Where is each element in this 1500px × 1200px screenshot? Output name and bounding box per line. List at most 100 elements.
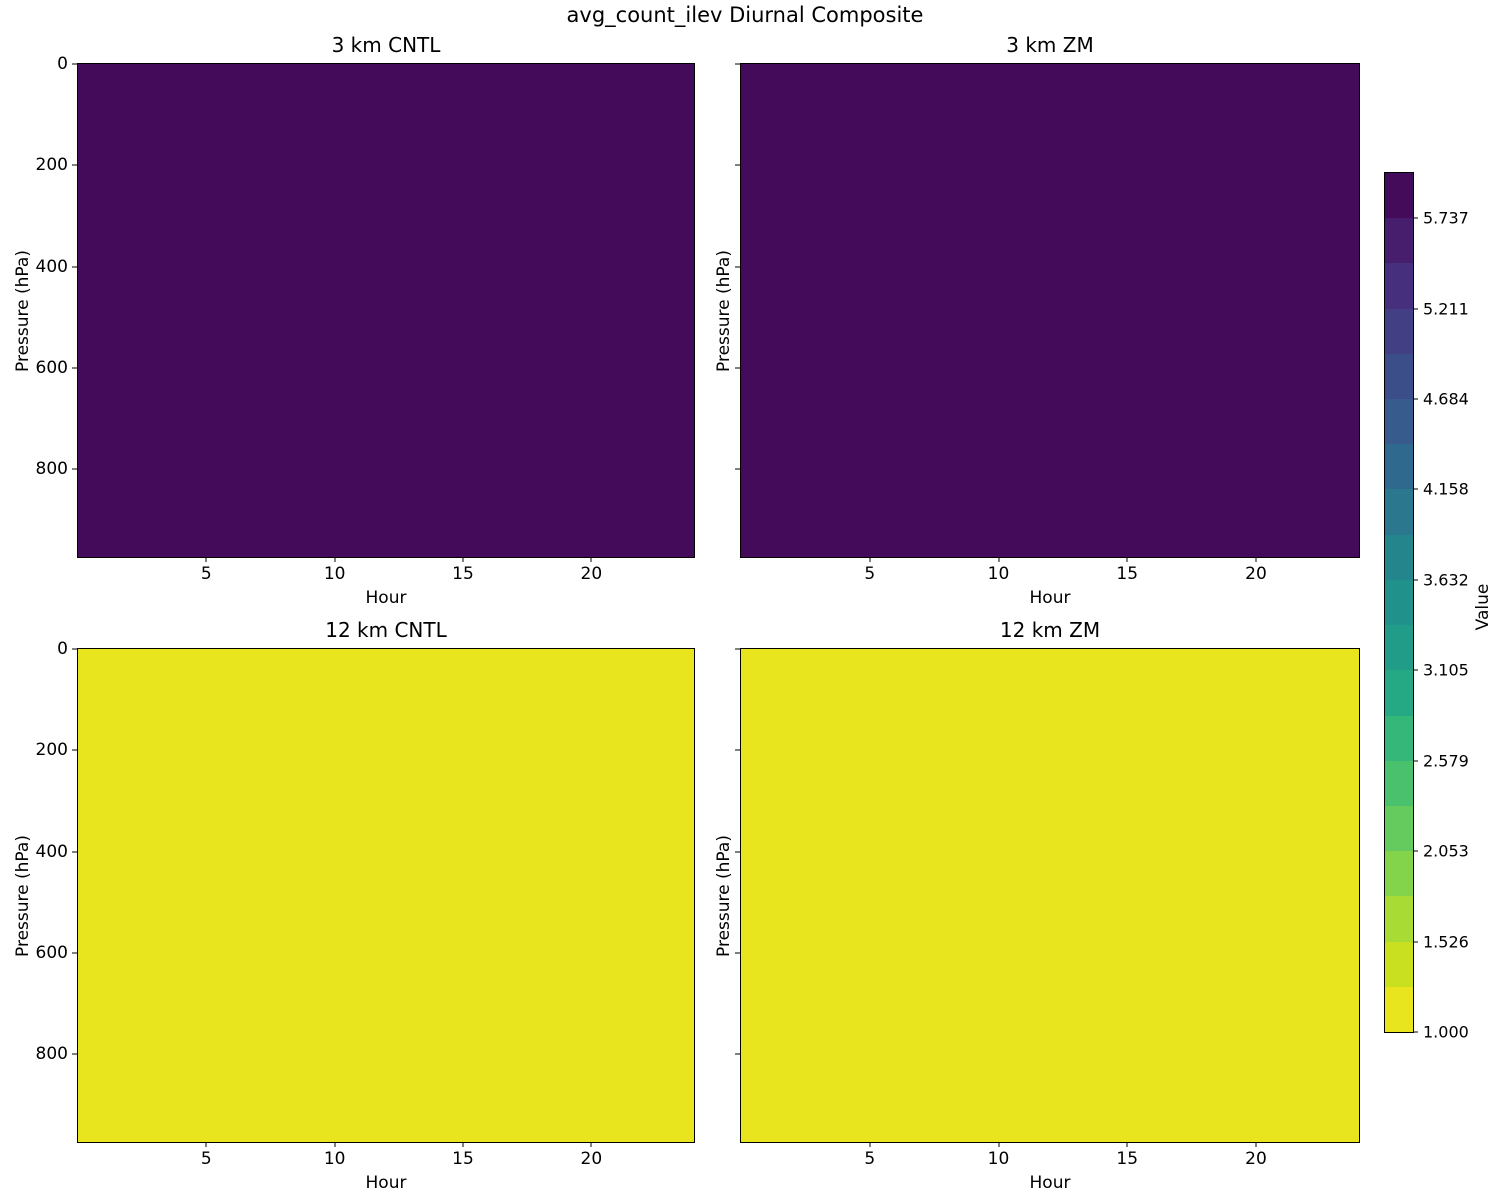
colorbar-tick-mark	[1413, 488, 1418, 490]
y-tick-mark	[72, 952, 77, 954]
y-tick-mark	[735, 164, 740, 166]
y-tick-mark	[72, 851, 77, 853]
colorbar-segment	[1385, 489, 1413, 535]
x-tick-mark	[205, 557, 207, 562]
colorbar-segment	[1385, 760, 1413, 806]
y-tick-mark	[735, 468, 740, 470]
colorbar-segment	[1385, 805, 1413, 852]
colorbar-segment	[1385, 941, 1413, 987]
y-tick-mark	[735, 266, 740, 268]
figure-title: avg_count_ilev Diurnal Composite	[566, 3, 924, 27]
x-tick-label: 10	[323, 564, 346, 584]
y-axis-label: Pressure (hPa)	[714, 249, 734, 372]
x-tick-mark	[1255, 1142, 1257, 1147]
y-tick-label: 0	[57, 639, 68, 659]
y-tick-label: 0	[57, 54, 68, 74]
colorbar-segment	[1385, 579, 1413, 626]
x-tick-mark	[1255, 557, 1257, 562]
x-tick-label: 15	[452, 1149, 474, 1169]
x-tick-mark	[998, 1142, 999, 1147]
y-axis-label: Pressure (hPa)	[13, 249, 33, 372]
y-axis-label: Pressure (hPa)	[13, 834, 33, 957]
colorbar-segment	[1385, 218, 1413, 264]
colorbar-tick-mark	[1413, 1031, 1418, 1033]
x-tick-label: 15	[1116, 564, 1139, 584]
x-tick-label: 10	[987, 564, 1010, 584]
subplot-12km-zm: 12 km ZM Hour Pressure (hPa) 5 10 15 20	[714, 618, 1360, 1193]
colorbar-tick-label: 4.684	[1423, 389, 1469, 409]
y-tick-mark	[735, 367, 740, 369]
x-tick-label: 20	[1245, 564, 1267, 584]
x-tick-mark	[1126, 557, 1128, 562]
y-tick-label: 800	[35, 459, 68, 480]
y-tick-mark	[735, 749, 740, 751]
colorbar-segment	[1385, 444, 1413, 490]
y-tick-mark	[735, 952, 740, 954]
y-tick-mark	[735, 1053, 740, 1055]
y-tick-mark	[72, 63, 77, 65]
colorbar-segment	[1385, 625, 1413, 671]
x-tick-label: 10	[987, 1149, 1010, 1169]
x-tick-label: 5	[200, 1149, 212, 1169]
colorbar-tick-label: 2.579	[1423, 751, 1469, 771]
colorbar-tick-mark	[1413, 941, 1418, 943]
x-tick-mark	[205, 1142, 207, 1147]
colorbar-tick-label: 2.053	[1423, 841, 1469, 861]
x-tick-mark	[590, 1142, 592, 1147]
colorbar-tick-mark	[1413, 217, 1418, 219]
x-tick-mark	[334, 1142, 336, 1147]
colorbar-tick-label: 1.526	[1423, 932, 1469, 952]
colorbar-segment	[1385, 851, 1413, 897]
subplot-title: 3 km CNTL	[331, 33, 441, 57]
x-tick-mark	[462, 557, 464, 562]
colorbar-segment	[1385, 715, 1413, 761]
colorbar-segment	[1385, 173, 1413, 219]
colorbar-segment	[1385, 263, 1413, 309]
colorbar-tick-mark	[1413, 669, 1418, 671]
x-tick-mark	[869, 557, 871, 562]
y-tick-label: 400	[35, 256, 68, 277]
colorbar-segment	[1385, 670, 1413, 716]
y-tick-label: 600	[35, 943, 68, 963]
subplot-3km-cntl: 3 km CNTL Hour Pressure (hPa) 5 10 15 20 0 20…	[13, 33, 695, 608]
colorbar-tick-mark	[1413, 579, 1418, 581]
colorbar-tick-label: 5.737	[1423, 208, 1469, 228]
colorbar-tick-label: 4.158	[1423, 479, 1469, 499]
y-tick-mark	[735, 63, 740, 65]
colorbar-tick-label: 1.000	[1423, 1022, 1469, 1042]
x-tick-mark	[869, 1142, 871, 1147]
x-tick-label: 10	[323, 1149, 346, 1169]
y-tick-mark	[72, 749, 77, 751]
colorbar-segment	[1385, 986, 1413, 1032]
x-axis-label: Hour	[365, 1173, 407, 1193]
y-tick-mark	[72, 164, 77, 166]
colorbar-tick-mark	[1413, 398, 1418, 400]
x-tick-label: 20	[580, 1149, 603, 1169]
x-tick-mark	[590, 557, 592, 562]
y-tick-label: 800	[35, 1044, 68, 1065]
y-tick-mark	[72, 367, 77, 369]
x-tick-label: 5	[200, 564, 212, 584]
x-tick-label: 20	[1245, 1149, 1267, 1169]
x-tick-label: 5	[864, 1149, 876, 1169]
x-tick-label: 15	[452, 564, 474, 584]
x-tick-label: 5	[864, 564, 876, 584]
y-tick-mark	[72, 468, 77, 470]
colorbar-tick-label: 5.211	[1423, 299, 1469, 319]
subplot-title: 12 km CNTL	[325, 618, 447, 642]
y-tick-mark	[735, 851, 740, 853]
x-tick-mark	[462, 1142, 464, 1147]
colorbar-label: Value	[1473, 583, 1493, 631]
colorbar-segment	[1385, 308, 1413, 354]
colorbar: 1.000 1.526 2.053 2.579 3.105 3.632 4.158 4.684…	[1384, 172, 1469, 1042]
y-tick-label: 600	[35, 358, 68, 378]
subplot-3km-zm: 3 km ZM Hour Pressure (hPa) 5 10 15 20	[714, 33, 1360, 608]
subplot-title: 3 km ZM	[1006, 33, 1094, 57]
colorbar-tick-mark	[1413, 308, 1418, 310]
y-tick-label: 400	[35, 841, 68, 862]
colorbar-segment	[1385, 399, 1413, 445]
colorbar-tick-label: 3.105	[1423, 660, 1469, 680]
colorbar-segment	[1385, 353, 1413, 400]
colorbar-segment	[1385, 534, 1413, 580]
